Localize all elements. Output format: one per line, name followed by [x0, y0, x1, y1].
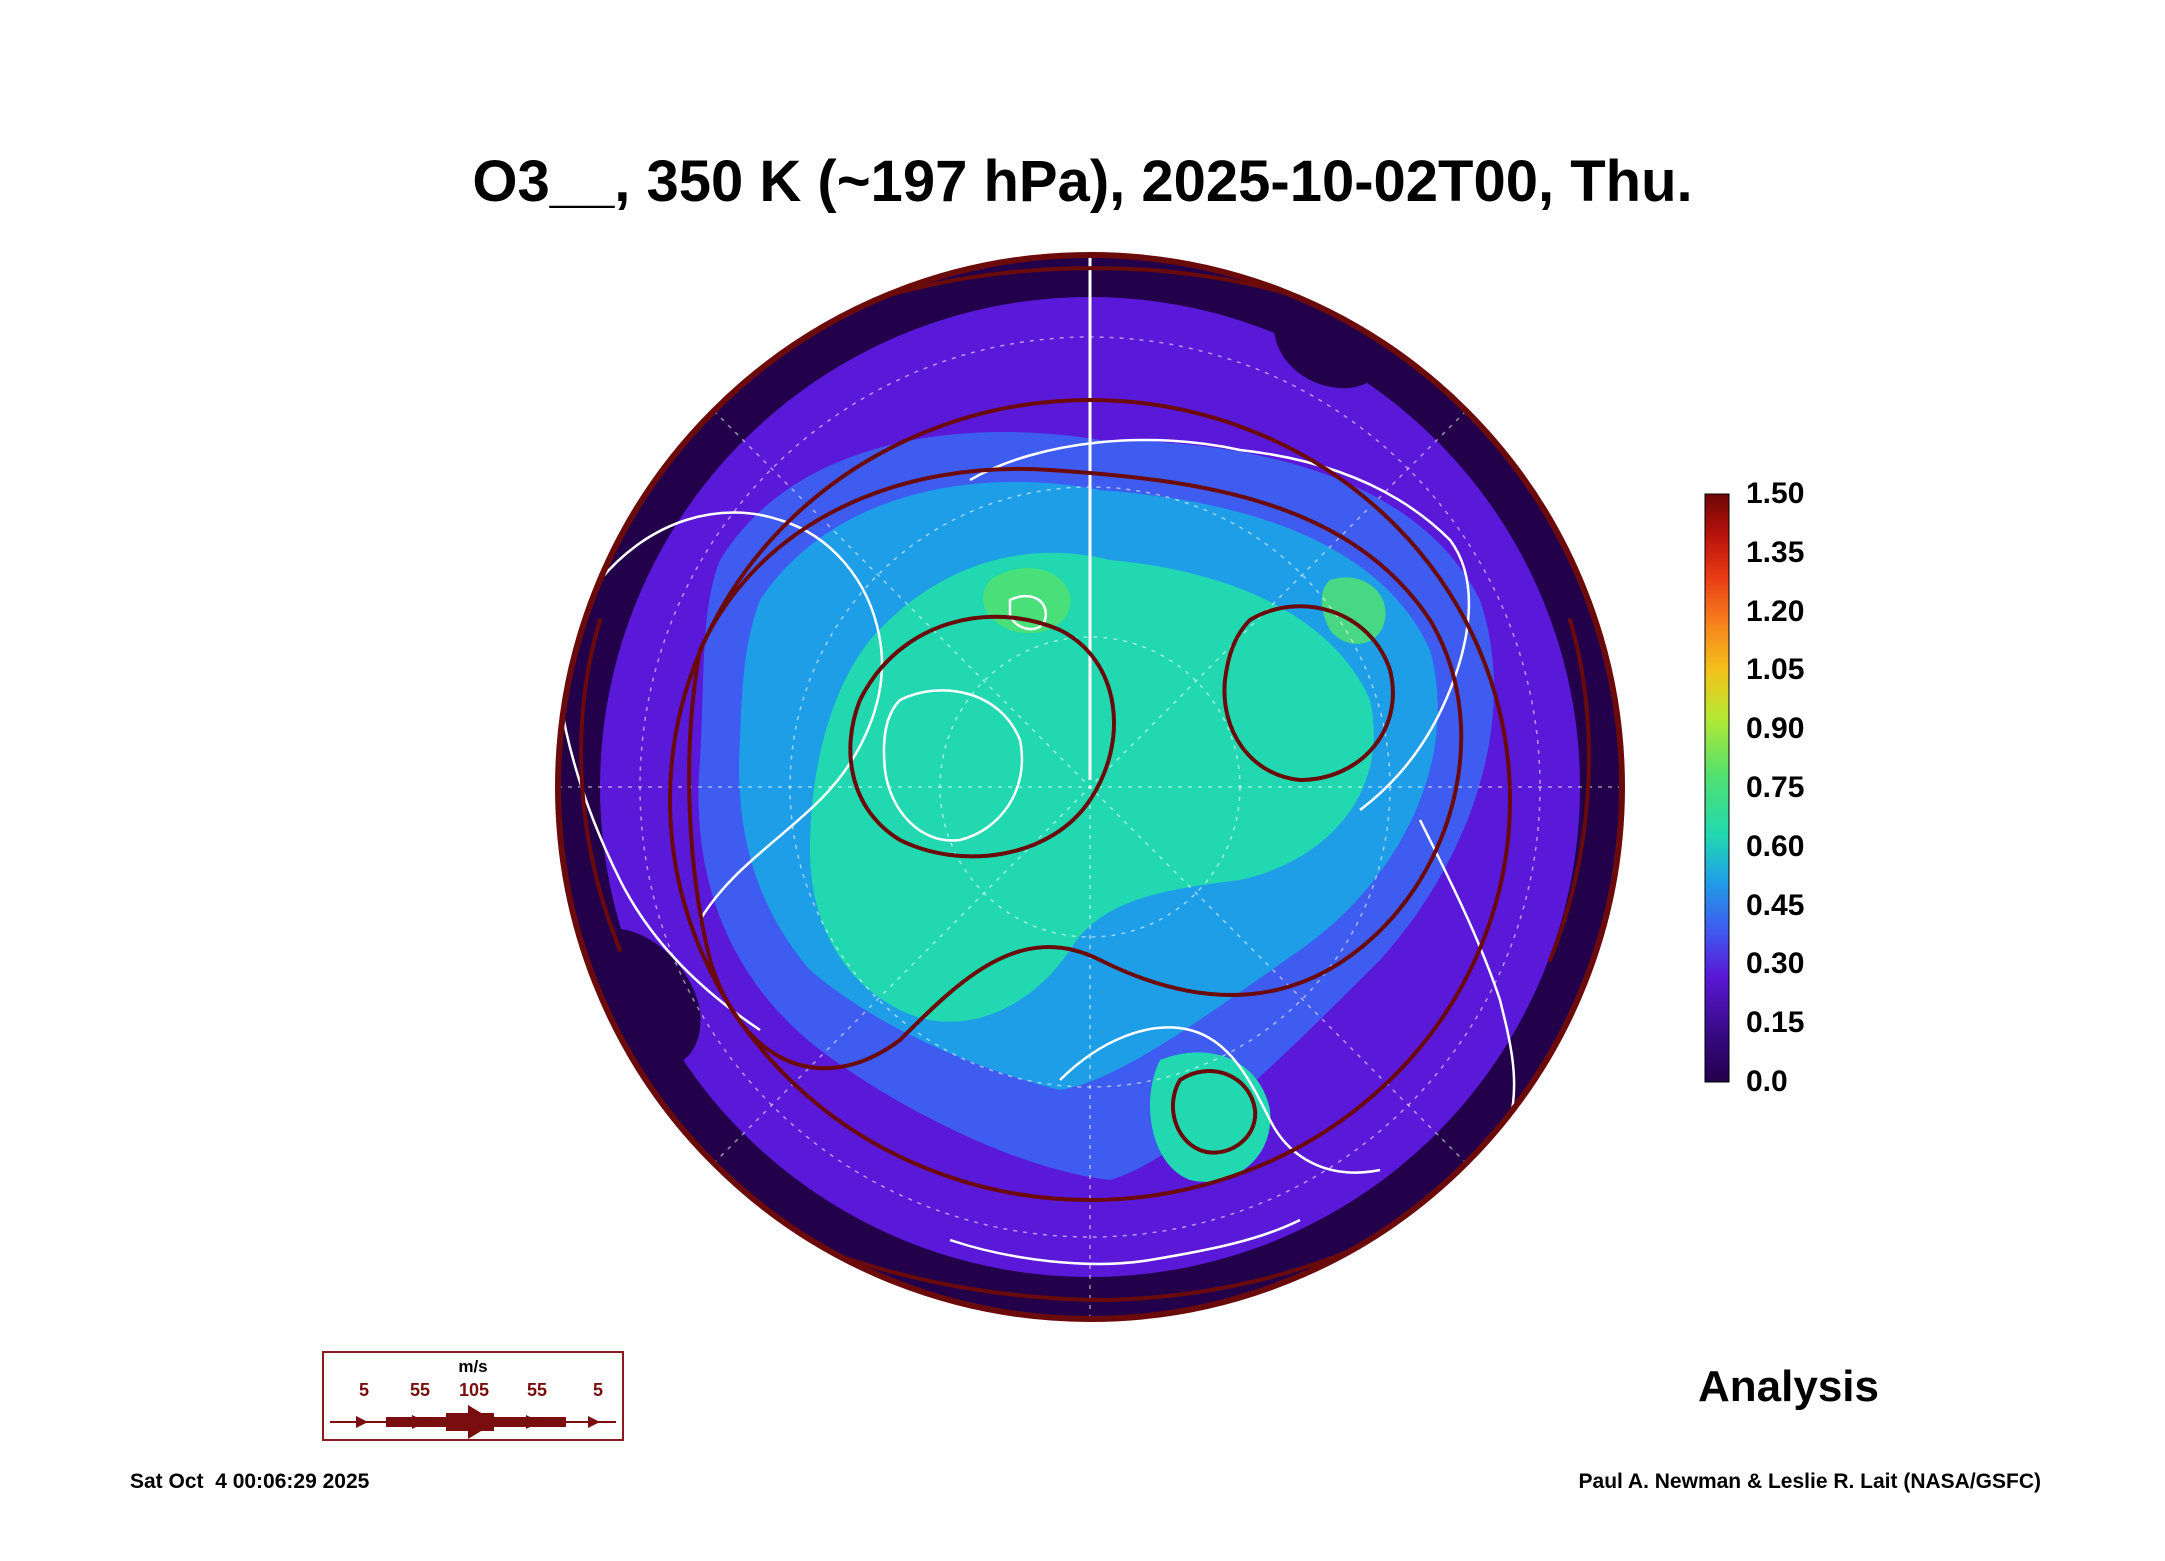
streamline-jet-wave: [687, 467, 1464, 1071]
colorbar-tick-label: 0.45: [1746, 888, 1805, 922]
legend-arrowhead-4: [526, 1415, 540, 1429]
streamline-southern-cell: [1170, 1069, 1258, 1155]
streamline-jet-outer: [668, 398, 1512, 1202]
colorbar-tick-label: 0.60: [1746, 829, 1805, 863]
coastline-greenland: [882, 689, 1024, 842]
coastline-asia: [969, 438, 1471, 811]
legend-arrowhead-5: [588, 1416, 600, 1428]
legend-value-3: 105: [458, 1380, 490, 1400]
wind-speed-legend: m/s 5 55 105 55 5: [322, 1351, 624, 1441]
colorbar-tick-label: 0.30: [1746, 947, 1805, 981]
coastline-islands: [1008, 594, 1048, 631]
legend-units: m/s: [458, 1357, 488, 1376]
legend-arrowhead-1: [356, 1416, 368, 1428]
legend-value-5: 5: [592, 1380, 604, 1400]
coastline-africa: [949, 1218, 1301, 1266]
colorbar-tick-label: 1.05: [1746, 653, 1805, 687]
globe-rim: [555, 252, 1625, 1322]
coastlines: [558, 438, 1516, 1266]
map-title: O3__, 350 K (~197 hPa), 2025-10-02T00, T…: [472, 149, 1693, 214]
coastline-east-asia: [1418, 819, 1516, 1121]
colorbar-gradient: [1704, 493, 1730, 1083]
streamline-west-arc: [579, 618, 622, 952]
colorbar-tick-label: 0.15: [1746, 1006, 1805, 1040]
credit: Paul A. Newman & Leslie R. Lait (NASA/GS…: [1578, 1470, 2041, 1493]
analysis-label: Analysis: [1698, 1362, 1879, 1411]
streamline-inner-loop-east: [1222, 604, 1395, 783]
timestamp: Sat Oct 4 00:06:29 2025: [130, 1470, 370, 1493]
coastline-europe: [1059, 1026, 1381, 1174]
colorbar-tick-label: 0.0: [1746, 1065, 1788, 1098]
coastline-north-america: [599, 511, 884, 921]
legend-arrowhead-3: [468, 1405, 496, 1439]
colorbar-tick-label: 0.90: [1746, 712, 1805, 746]
streamline-inner-loop: [848, 614, 1116, 859]
legend-arrow-scale: [330, 1405, 616, 1439]
legend-value-2: 55: [409, 1380, 431, 1400]
colorbar-tick-label: 0.75: [1746, 771, 1805, 804]
colorbar-tick-label: 1.50: [1746, 477, 1805, 510]
coastline-americas-west: [558, 699, 761, 1032]
colorbar-tick-label: 1.35: [1746, 535, 1805, 569]
streamline-east-arc: [1548, 618, 1591, 962]
legend-arrowhead-2: [412, 1415, 426, 1429]
high-ozone-patch-2: [1321, 577, 1386, 644]
legend-value-4: 55: [526, 1380, 548, 1400]
colorbar-tick-label: 1.20: [1746, 594, 1805, 628]
legend-value-1: 5: [358, 1380, 370, 1400]
